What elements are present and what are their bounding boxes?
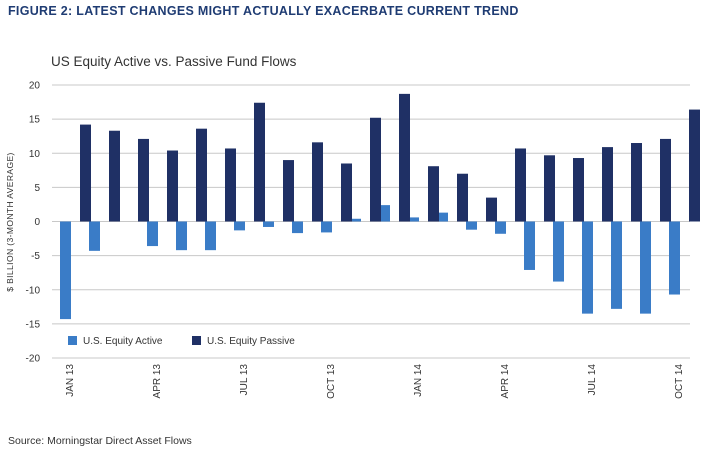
active-bar [263, 221, 274, 227]
passive-bar [80, 124, 91, 222]
passive-bar [689, 109, 700, 222]
x-tick-label: JUL 14 [587, 364, 598, 396]
active-bar [176, 221, 187, 251]
active-bar [89, 221, 100, 251]
x-tick-label: JAN 14 [413, 364, 424, 397]
x-tick-label: JAN 13 [65, 364, 76, 397]
figure-title: FIGURE 2: LATEST CHANGES MIGHT ACTUALLY … [8, 4, 519, 18]
passive-bar [515, 148, 526, 222]
legend-label-active: U.S. Equity Active [83, 336, 163, 347]
active-bar [640, 221, 651, 314]
passive-bar [486, 197, 497, 222]
passive-bar [225, 148, 236, 222]
legend: U.S. Equity Active U.S. Equity Passive [68, 336, 295, 347]
x-axis-ticks: JAN 13 APR 13 JUL 13 OCT 13 JAN 14 APR 14 JUL … [65, 364, 685, 399]
x-tick-label: JUL 13 [239, 364, 250, 396]
passive-bar [544, 155, 555, 222]
active-bar [408, 217, 419, 222]
active-bar [147, 221, 158, 247]
active-bar [582, 221, 593, 314]
passive-bar [283, 160, 294, 222]
passive-bar [631, 143, 642, 222]
y-tick-label: 5 [34, 183, 40, 194]
active-bar [321, 221, 332, 233]
active-bar [669, 221, 680, 295]
y-tick-label: -5 [31, 251, 40, 262]
y-tick-label: -15 [26, 319, 41, 330]
chart-title: US Equity Active vs. Passive Fund Flows [51, 54, 297, 69]
active-bar [466, 221, 477, 230]
legend-label-passive: U.S. Equity Passive [207, 336, 295, 347]
y-axis-ticks: 20 15 10 5 0 -5 -10 -15 -20 [26, 81, 41, 365]
active-bar [292, 221, 303, 234]
passive-bar [196, 128, 207, 222]
passive-bar [428, 166, 439, 222]
active-bar [205, 221, 216, 251]
passive-bar [167, 150, 178, 222]
legend-swatch-active [68, 336, 77, 345]
active-bar [350, 218, 361, 222]
x-tick-label: APR 13 [152, 364, 163, 399]
passive-bar [457, 173, 468, 222]
y-axis-label: $ BILLION (3-MONTH AVERAGE) [5, 152, 15, 292]
y-tick-label: 15 [29, 115, 41, 126]
legend-swatch-passive [192, 336, 201, 345]
passive-bar [254, 102, 265, 222]
x-tick-label: OCT 14 [674, 364, 685, 399]
passive-bar [573, 158, 584, 222]
passive-bar [341, 163, 352, 222]
source-note: Source: Morningstar Direct Asset Flows [8, 435, 192, 447]
active-bar [234, 221, 245, 231]
passive-bar [660, 138, 671, 222]
passive-bar [138, 138, 149, 222]
bars [60, 93, 700, 320]
active-bar [553, 221, 564, 282]
y-tick-label: 20 [29, 81, 41, 92]
passive-bar [312, 142, 323, 222]
x-tick-label: APR 14 [500, 364, 511, 399]
passive-bar [109, 130, 120, 222]
y-tick-label: -20 [26, 354, 41, 365]
fund-flows-chart: 20 15 10 5 0 -5 -10 -15 -20 $ BILLION (3-MONTH A… [5, 81, 700, 399]
active-bar [437, 212, 448, 222]
passive-bar [602, 147, 613, 222]
x-tick-label: OCT 13 [326, 364, 337, 399]
passive-bar [370, 117, 381, 222]
active-bar [524, 221, 535, 270]
active-bar [379, 205, 390, 222]
y-tick-label: -10 [26, 285, 41, 296]
active-bar [611, 221, 622, 309]
active-bar [60, 221, 71, 320]
y-tick-label: 0 [34, 217, 40, 228]
active-bar [495, 221, 506, 234]
y-tick-label: 10 [29, 149, 41, 160]
passive-bar [399, 93, 410, 222]
